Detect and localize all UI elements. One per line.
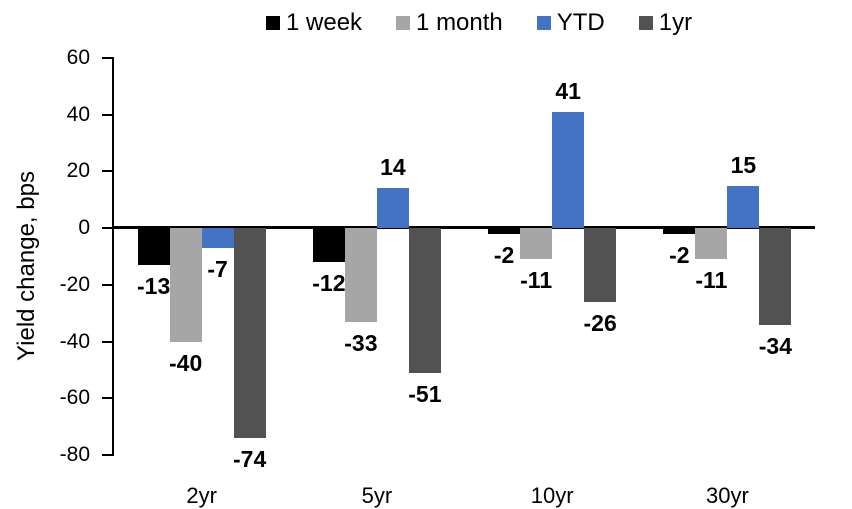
y-tick-label: 40 (66, 102, 90, 126)
legend-item-2: YTD (536, 8, 605, 38)
data-label: -33 (344, 329, 378, 356)
y-tick-label: 0 (78, 216, 90, 240)
data-label: -2 (493, 241, 515, 268)
data-label: -26 (583, 309, 617, 336)
y-tick-label: -20 (59, 272, 90, 296)
y-tick-label: -60 (59, 386, 90, 410)
bar-10yr-1-month (520, 228, 553, 260)
y-axis-tick (102, 57, 114, 59)
data-label: -11 (520, 267, 553, 294)
y-axis-tick (102, 227, 114, 230)
y-axis-tick (102, 283, 114, 286)
y-axis-tick (102, 113, 114, 116)
y-tick-label: -80 (59, 443, 90, 466)
legend-label: 1 month (416, 9, 503, 36)
bar-10yr-YTD (552, 111, 585, 229)
y-axis-tick (102, 170, 114, 173)
legend-swatch-icon (396, 16, 411, 30)
legend-label: YTD (556, 9, 605, 36)
legend-label: 1yr (658, 9, 693, 36)
y-axis-tick (102, 397, 114, 400)
bar-2yr-1-month (169, 228, 202, 342)
bar-2yr-1-week (137, 228, 170, 265)
bar-10yr-1-week (488, 228, 521, 234)
bar-30yr-1-month (695, 228, 728, 260)
legend-swatch-icon (266, 16, 280, 30)
data-label: 41 (555, 77, 581, 104)
x-category-label: 5yr (361, 483, 393, 508)
x-category-label: 2yr (186, 483, 217, 508)
data-label: -7 (207, 255, 228, 282)
data-label: -13 (137, 273, 171, 299)
legend-item-1: 1 month (396, 8, 503, 38)
x-category-label: 30yr (705, 483, 749, 508)
data-label: -12 (312, 270, 346, 297)
legend-label: 1 week (286, 9, 363, 36)
y-tick-label: 60 (66, 46, 90, 69)
data-label: -2 (669, 241, 690, 268)
bar-2yr-YTD (201, 228, 234, 248)
y-axis-tick (102, 454, 114, 456)
data-label: -40 (169, 349, 203, 376)
data-label: 14 (380, 154, 406, 181)
legend: 1 week 1 month YTD 1yr (266, 8, 692, 38)
bar-30yr-1yr (759, 228, 792, 325)
bar-5yr-1-week (312, 228, 345, 263)
legend-item-0: 1 week (266, 8, 362, 38)
y-tick-label: 20 (66, 159, 90, 183)
data-label: -51 (408, 380, 442, 407)
data-label: 15 (730, 151, 757, 178)
data-label: -34 (758, 332, 792, 359)
bar-30yr-1-week (663, 228, 696, 234)
legend-item-3: 1yr (638, 8, 693, 38)
data-label: -11 (695, 267, 728, 294)
bar-5yr-1-month (344, 228, 377, 322)
data-label: -74 (233, 445, 267, 472)
zero-axis-line (112, 226, 815, 230)
bar-5yr-YTD (376, 188, 409, 229)
plot-area: 2yr -13 -40 -7 -74 5yr -12 -33 14 -51 10yr -2 -11 41-… (102, 57, 815, 508)
legend-swatch-icon (536, 16, 551, 30)
bar-10yr-1yr (584, 228, 617, 302)
bar-5yr-1yr (408, 228, 441, 373)
y-tick-label: -40 (59, 329, 90, 353)
legend-swatch-icon (638, 16, 653, 30)
x-category-label: 10yr (530, 483, 574, 508)
bar-30yr-YTD (727, 185, 760, 229)
y-axis-tick (102, 340, 114, 343)
bar-2yr-1yr (233, 228, 266, 438)
